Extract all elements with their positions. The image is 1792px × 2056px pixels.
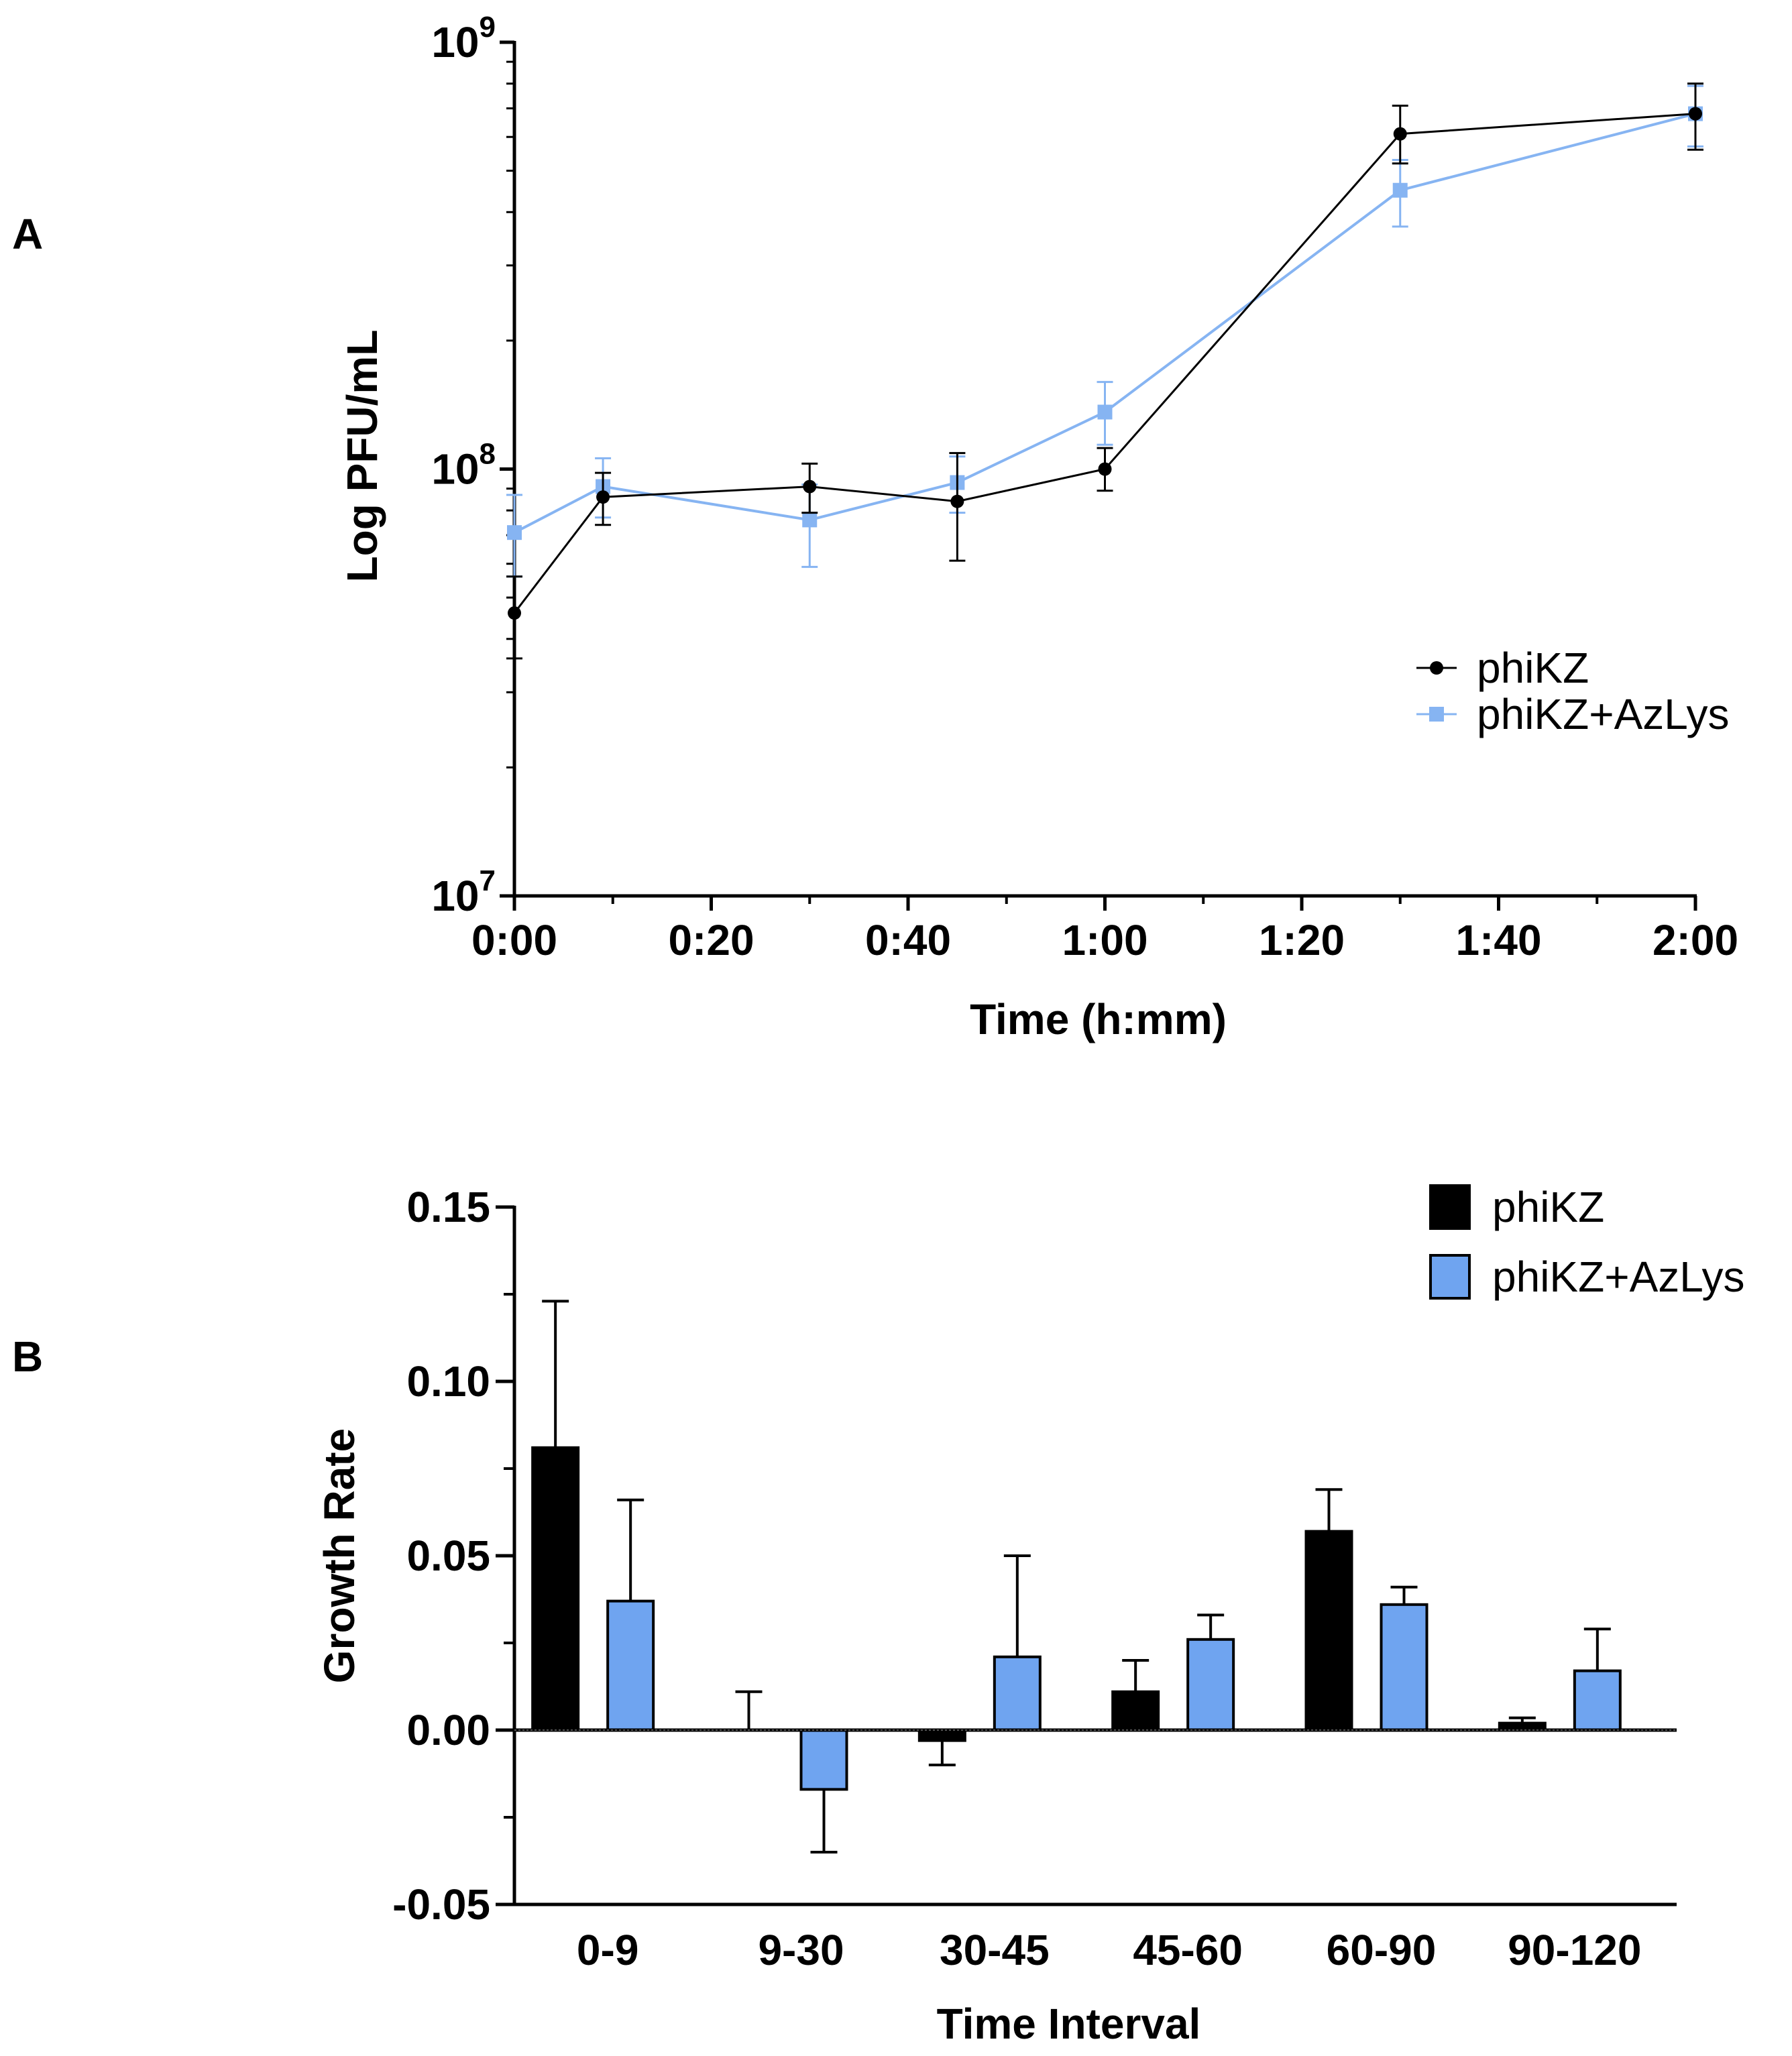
data-point [950, 494, 964, 508]
x-axis-title: Time (h:mm) [970, 995, 1227, 1043]
y-tick-label: 108 [431, 438, 496, 494]
x-tick-label: 30-45 [940, 1926, 1050, 1974]
bar-phiKZ+AzLys [1186, 1638, 1235, 1732]
bar-phiKZ+AzLys [606, 1599, 655, 1732]
x-tick-label: 60-90 [1327, 1926, 1437, 1974]
panel-label-a: A [12, 210, 44, 258]
data-point [1689, 107, 1702, 121]
x-tick-label: 0:00 [471, 916, 557, 964]
bar-phiKZ [531, 1446, 580, 1732]
data-point [1097, 404, 1113, 420]
data-point [802, 512, 818, 528]
legend-swatch [1429, 1184, 1471, 1230]
bar-phiKZ+AzLys [1380, 1603, 1429, 1732]
legend-label: phiKZ [1477, 644, 1589, 692]
legend-swatch [1429, 1254, 1471, 1300]
y-tick-base: 10 [431, 445, 479, 494]
data-point [1392, 182, 1408, 198]
y-tick-exponent: 7 [480, 864, 496, 897]
data-point [596, 490, 610, 504]
x-tick-label: 1:00 [1062, 916, 1147, 964]
legend-label: phiKZ+AzLys [1492, 1253, 1744, 1301]
x-tick-label: 0:20 [668, 916, 754, 964]
data-point [507, 525, 522, 540]
y-tick-base: 10 [431, 18, 479, 66]
legend-marker [1429, 707, 1444, 722]
y-tick-label: -0.05 [392, 1880, 490, 1929]
legend-label: phiKZ [1492, 1183, 1604, 1231]
y-tick-label: 0.15 [406, 1183, 490, 1231]
x-tick-label: 9-30 [758, 1926, 844, 1974]
y-axis-title: Growth Rate [315, 1428, 363, 1683]
y-tick-label: 0.00 [406, 1706, 490, 1754]
data-point [1393, 127, 1407, 141]
bar-phiKZ+AzLys [799, 1729, 848, 1791]
x-tick-label: 45-60 [1133, 1926, 1243, 1974]
bar-phiKZ+AzLys [993, 1655, 1042, 1732]
chart-b: -0.05 0.00 0.05 0.10 0.15 Time Interval Growth… [315, 1183, 1744, 2048]
x-axis-title: Time Interval [937, 2000, 1201, 2048]
x-tick-label: 0:40 [865, 916, 951, 964]
y-tick-label: 107 [431, 864, 496, 920]
data-point [508, 606, 521, 620]
y-tick-label: 0.10 [406, 1357, 490, 1406]
bar-phiKZ+AzLys [1573, 1669, 1622, 1732]
x-tick-label: 2:00 [1653, 916, 1738, 964]
x-tick-label: 1:20 [1259, 916, 1345, 964]
y-axis-title: Log PFU/mL [338, 330, 386, 583]
panel-label-b: B [12, 1332, 44, 1381]
legend-marker [1430, 661, 1443, 675]
x-tick-label: 90-120 [1508, 1926, 1641, 1974]
bar-phiKZ [1304, 1530, 1353, 1732]
data-point [803, 479, 817, 494]
y-tick-base: 10 [431, 872, 479, 920]
data-point [1098, 462, 1112, 476]
x-tick-label: 1:40 [1455, 916, 1541, 964]
legend-label: phiKZ+AzLys [1477, 690, 1729, 738]
x-tick-label: 0-9 [577, 1926, 639, 1974]
series-line-phiKZ [513, 113, 1696, 614]
y-tick-label: 109 [431, 11, 496, 66]
y-tick-exponent: 9 [480, 11, 496, 44]
y-tick-label: 0.05 [406, 1532, 490, 1580]
bar-phiKZ [1111, 1690, 1160, 1732]
y-tick-exponent: 8 [480, 438, 496, 471]
